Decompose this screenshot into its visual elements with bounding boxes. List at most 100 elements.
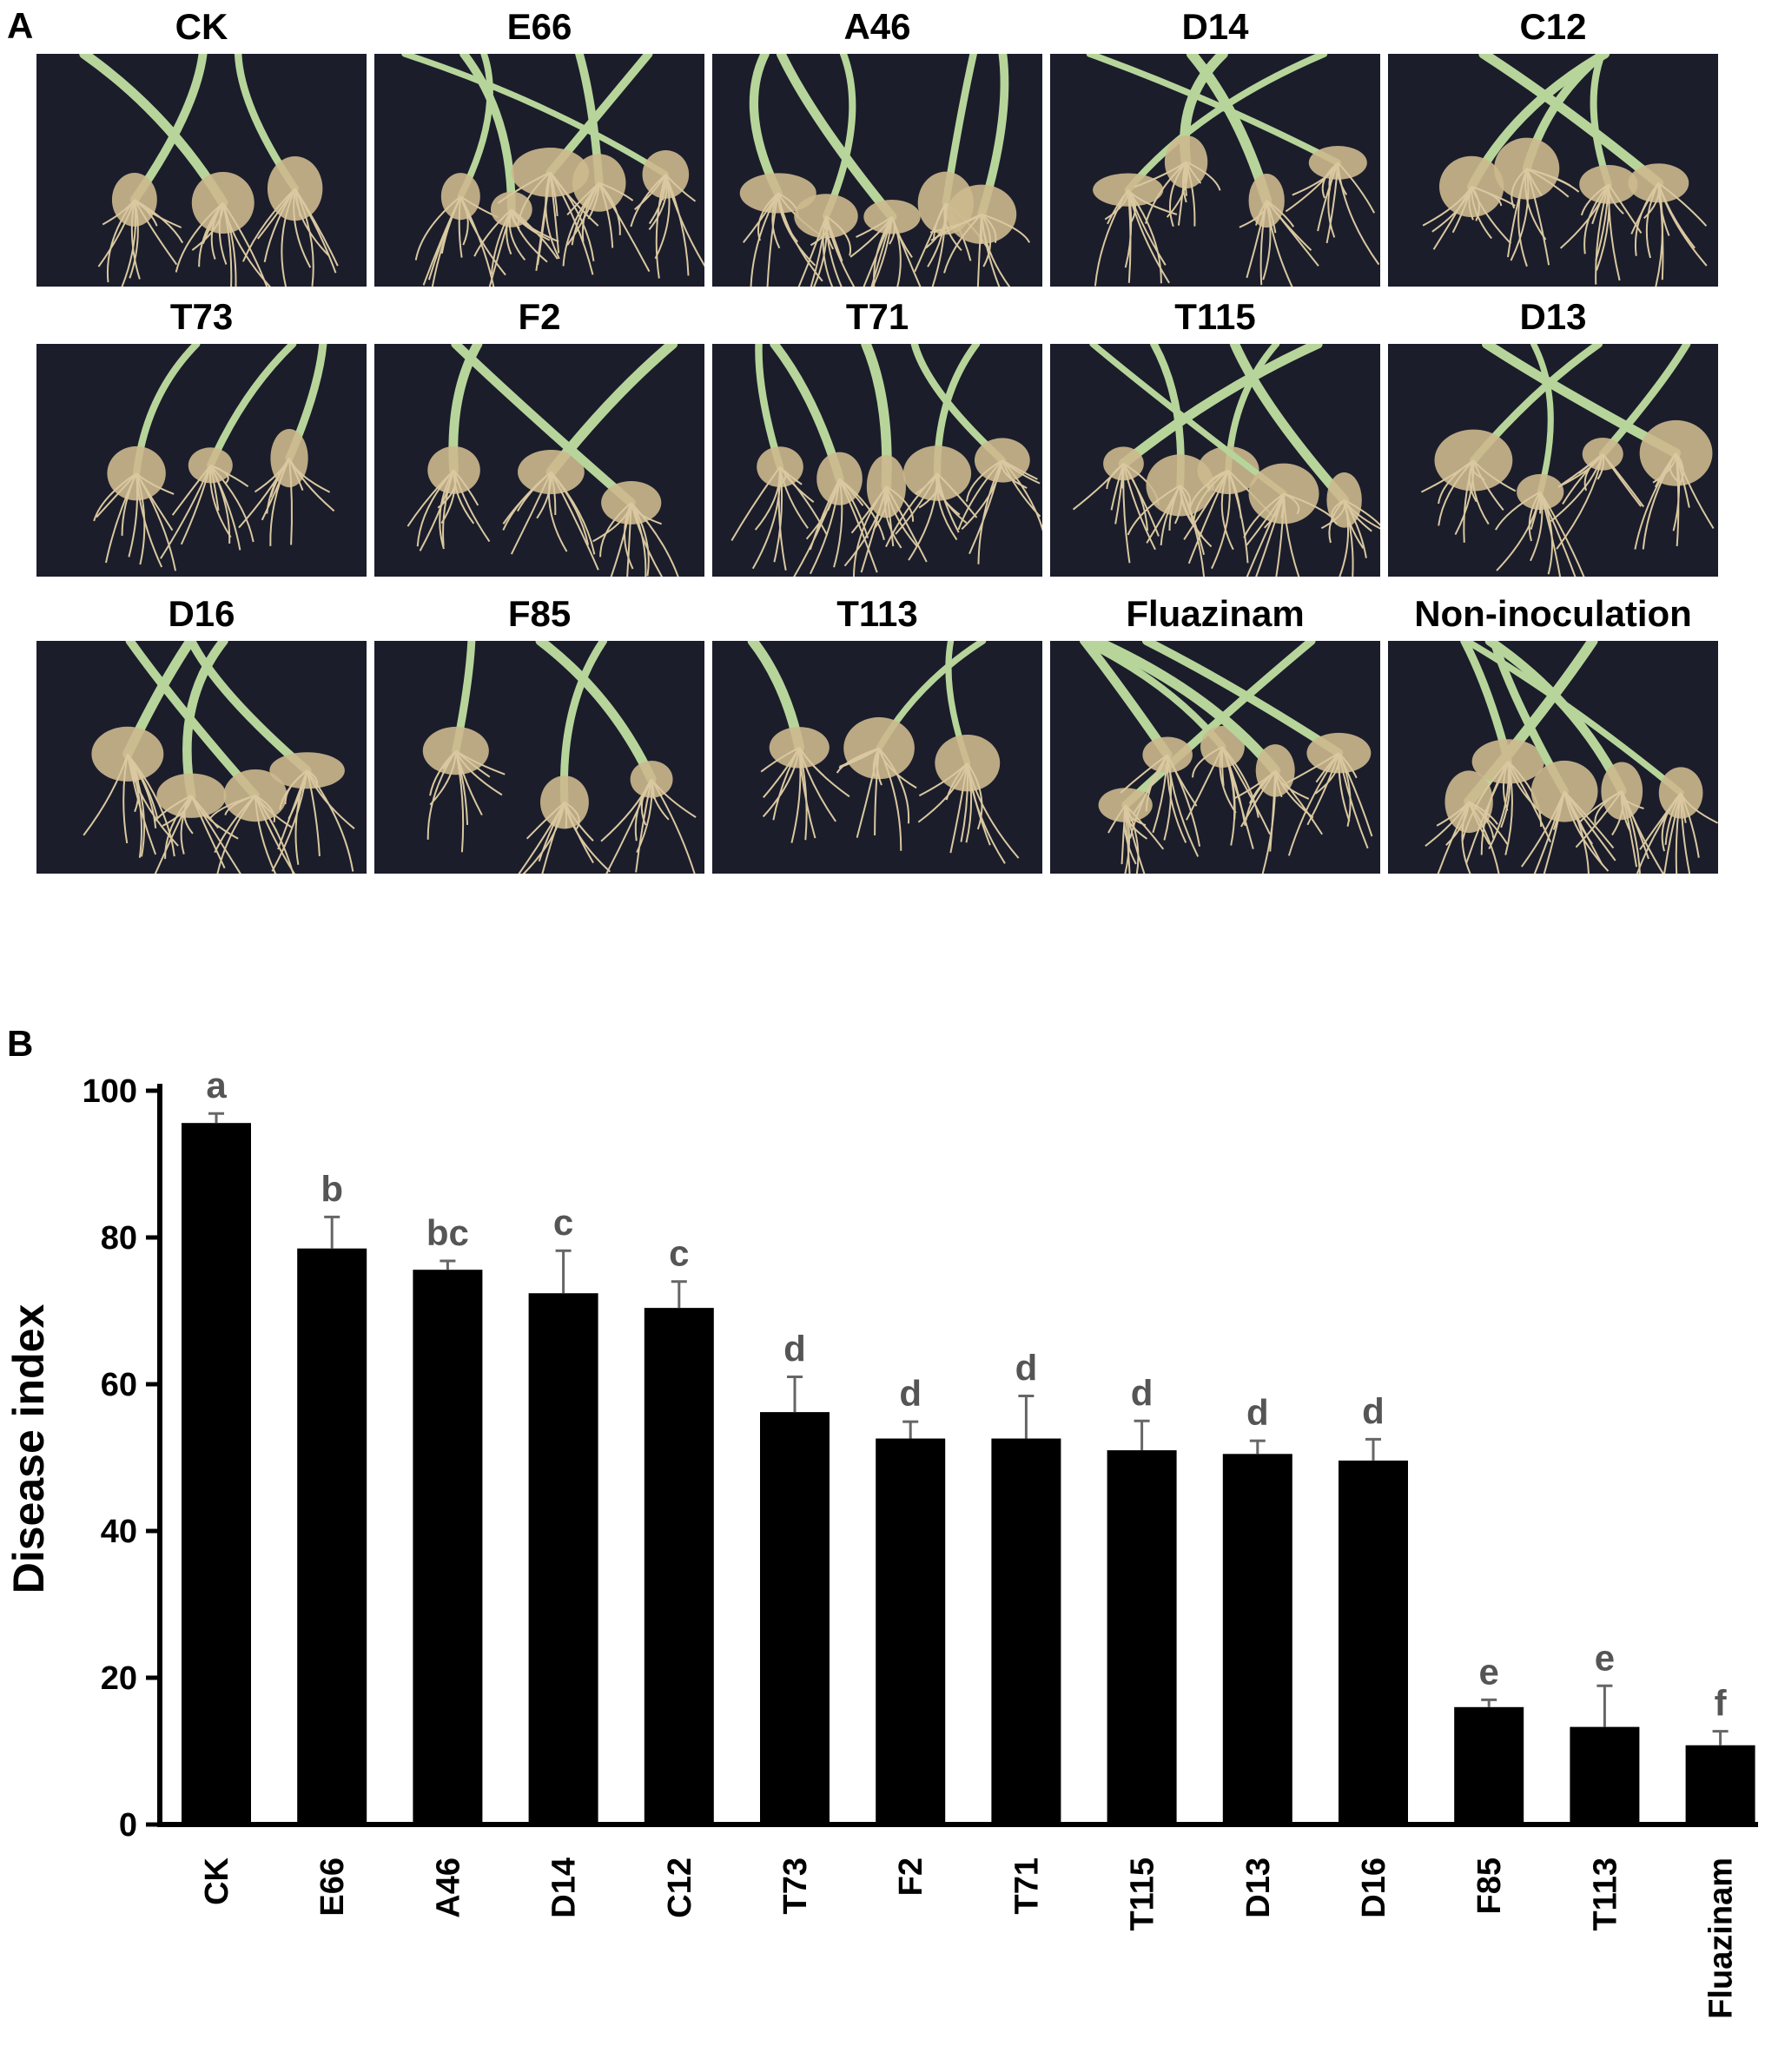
root-photo-drawing [1420, 344, 1715, 577]
root-photo-drawing [401, 54, 704, 287]
significance-letter: d [783, 1329, 806, 1369]
photo-label: T73 [169, 296, 234, 337]
bar [644, 1308, 714, 1825]
photo-label: Fluazinam [1126, 593, 1305, 634]
significance-letter: c [669, 1233, 689, 1274]
root-photo [374, 54, 704, 287]
y-tick-label: 20 [101, 1660, 137, 1697]
significance-letter: d [1362, 1390, 1385, 1431]
root-photo-drawing [1422, 54, 1708, 287]
y-axis-title: Disease index [4, 1304, 53, 1594]
category-label: F2 [893, 1858, 929, 1896]
significance-letter: d [1015, 1348, 1038, 1389]
bar [297, 1248, 367, 1825]
root-photo [374, 344, 704, 577]
significance-letter: e [1479, 1651, 1499, 1692]
root-photo [1050, 641, 1380, 874]
significance-letter: c [553, 1202, 573, 1243]
chart-svg: 0 20 40 60 80 100 Disease index a CK b E66 bc A46 c D1… [4, 1065, 1758, 2019]
root-photo [712, 344, 1042, 577]
root-photo-drawing [93, 344, 335, 571]
category-label: D13 [1240, 1858, 1277, 1918]
photo-label: F2 [518, 296, 561, 337]
significance-letter: b [321, 1168, 343, 1209]
root-photo-panel: F2 [374, 295, 704, 582]
bar [1222, 1454, 1292, 1825]
category-label: Fluazinam [1703, 1858, 1740, 2019]
root-photo [36, 641, 367, 874]
bar [1339, 1460, 1408, 1825]
bar [1685, 1745, 1755, 1825]
root-photo-drawing [1072, 344, 1380, 577]
category-label: CK [199, 1857, 235, 1904]
photo-label: E66 [506, 6, 572, 47]
category-label: T113 [1587, 1858, 1623, 1931]
photo-label: CK [175, 6, 228, 47]
root-photo [1050, 54, 1380, 287]
root-photo-panel: CK [36, 5, 367, 292]
panel-b-letter: B [7, 1023, 34, 1064]
significance-letter: d [1246, 1392, 1269, 1433]
category-label: T115 [1125, 1858, 1161, 1931]
category-label: T73 [777, 1858, 814, 1914]
root-photo [712, 54, 1042, 287]
bar [1570, 1726, 1640, 1825]
root-photo-panel: D16 [36, 592, 367, 879]
root-photo-panel: E66 [374, 5, 704, 292]
significance-letter: f [1715, 1683, 1728, 1724]
panel-a-letter: A [7, 5, 34, 46]
significance-letter: bc [426, 1212, 469, 1253]
photo-label: D14 [1181, 6, 1249, 47]
root-photo-panel: D14 [1050, 5, 1380, 292]
category-label: T71 [1008, 1858, 1045, 1914]
bar [1454, 1706, 1524, 1825]
root-photo-panel: C12 [1388, 5, 1718, 292]
y-tick-label: 80 [101, 1220, 137, 1257]
root-photo-drawing [79, 54, 339, 287]
root-photo-drawing [730, 344, 1042, 577]
root-photo [712, 641, 1042, 874]
photo-label: C12 [1519, 6, 1587, 47]
root-photo-panel: Fluazinam [1050, 592, 1380, 879]
root-photo-panel: D13 [1388, 295, 1718, 582]
root-photo [374, 641, 704, 874]
photo-label: F85 [507, 593, 572, 634]
root-photo [1050, 344, 1380, 577]
y-tick-label: 60 [101, 1367, 137, 1403]
photo-label: T115 [1174, 296, 1256, 337]
root-photo-panel: T71 [712, 295, 1042, 582]
significance-letter: a [206, 1065, 227, 1105]
root-photo-drawing [739, 54, 1031, 287]
bar [876, 1438, 946, 1825]
root-photo-drawing [1079, 641, 1373, 874]
root-photo [1388, 54, 1718, 287]
significance-letter: d [1131, 1372, 1154, 1413]
root-photo [36, 54, 367, 287]
category-label: E66 [314, 1858, 351, 1917]
significance-letter: e [1595, 1637, 1615, 1678]
root-photo-grid: CK E66 A46 D14 C12 T73 F2 T71 T115 D13 D16 F85 T113 F… [0, 0, 1765, 877]
photo-label: T113 [836, 593, 918, 634]
significance-letter: d [899, 1373, 922, 1414]
root-photo [36, 344, 367, 577]
category-label: D14 [546, 1858, 583, 1918]
bar [413, 1270, 483, 1825]
root-photo-panel: T115 [1050, 295, 1380, 582]
photo-label: A46 [843, 6, 911, 47]
root-photo-panel: Non-inoculation [1388, 592, 1718, 879]
root-photo-drawing [1425, 641, 1718, 874]
root-photo [1388, 344, 1718, 577]
category-label: D16 [1356, 1858, 1392, 1918]
bar [760, 1412, 830, 1825]
category-label: F85 [1471, 1858, 1508, 1914]
photo-label: D13 [1519, 296, 1587, 337]
root-photo-drawing [407, 344, 679, 577]
bar [1107, 1450, 1177, 1825]
y-tick-label: 100 [83, 1073, 137, 1110]
root-photo-drawing [422, 641, 697, 874]
root-photo-panel: A46 [712, 5, 1042, 292]
y-tick-label: 40 [101, 1514, 137, 1550]
photo-label: D16 [168, 593, 235, 634]
root-photo-panel: T113 [712, 592, 1042, 879]
y-tick-label: 0 [119, 1807, 137, 1844]
